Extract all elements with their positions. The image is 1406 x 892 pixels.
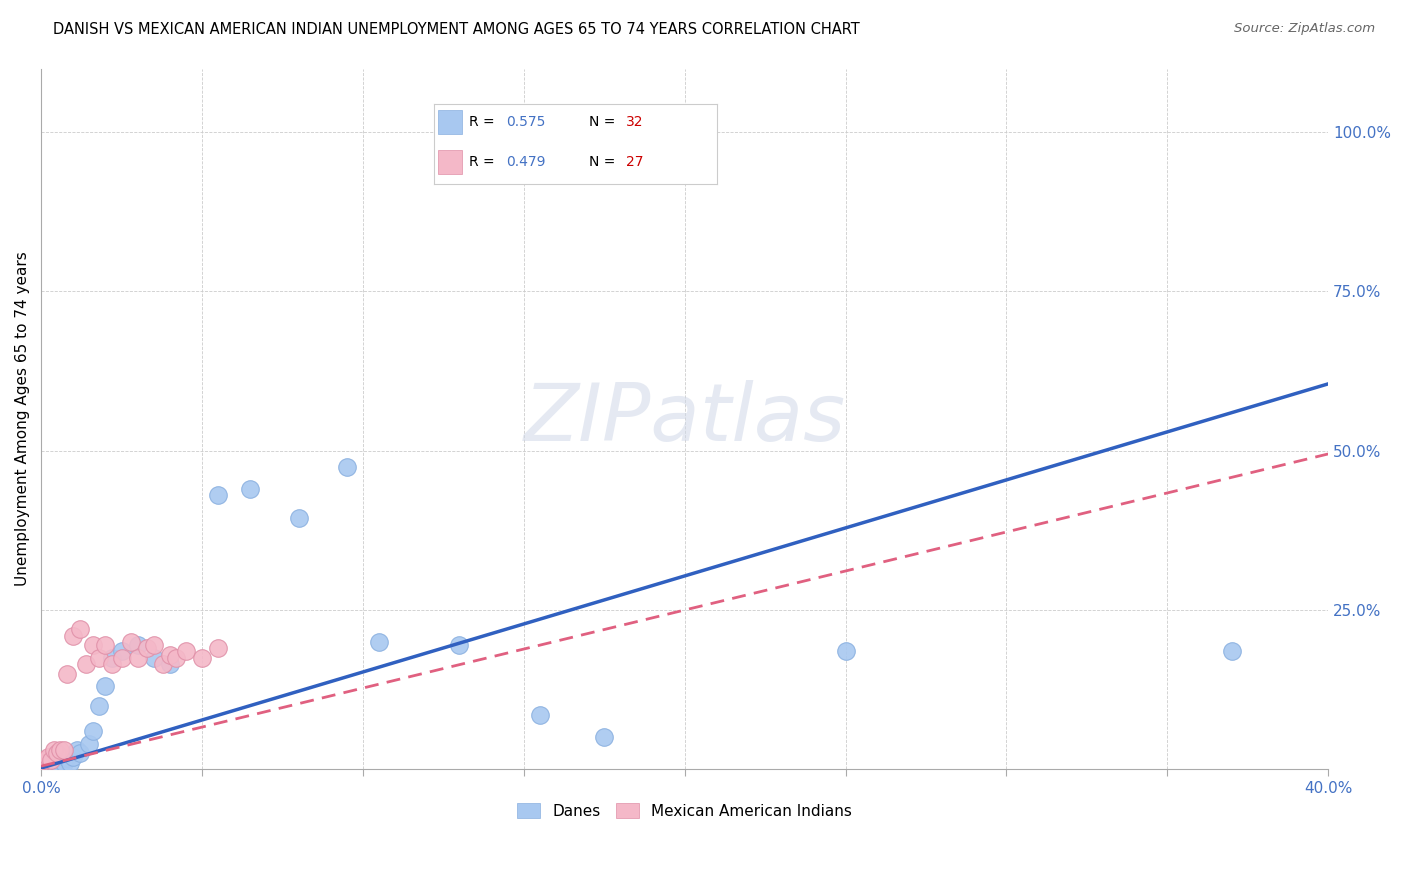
Point bbox=[30, 759, 52, 773]
Point bbox=[94, 638, 117, 652]
Point bbox=[34, 753, 56, 767]
Legend: Danes, Mexican American Indians: Danes, Mexican American Indians bbox=[512, 797, 858, 825]
Point bbox=[159, 657, 181, 672]
Point bbox=[136, 641, 159, 656]
Point bbox=[46, 755, 69, 769]
Point bbox=[56, 666, 79, 681]
Point bbox=[110, 644, 132, 658]
Point bbox=[593, 731, 616, 745]
Point bbox=[336, 459, 359, 474]
Point bbox=[529, 708, 551, 723]
Point bbox=[62, 749, 84, 764]
Point bbox=[34, 756, 56, 770]
Point bbox=[287, 510, 309, 524]
Point bbox=[101, 650, 124, 665]
Point bbox=[75, 657, 97, 672]
Point bbox=[834, 644, 856, 658]
Point bbox=[159, 648, 181, 662]
Point bbox=[110, 650, 132, 665]
Point bbox=[239, 482, 262, 496]
Point bbox=[37, 749, 59, 764]
Point bbox=[39, 757, 62, 772]
Point bbox=[142, 638, 165, 652]
Text: Source: ZipAtlas.com: Source: ZipAtlas.com bbox=[1234, 22, 1375, 36]
Point bbox=[56, 751, 79, 765]
Point bbox=[207, 488, 229, 502]
Point bbox=[142, 650, 165, 665]
Point bbox=[94, 680, 117, 694]
Point bbox=[65, 743, 87, 757]
Point bbox=[52, 756, 75, 770]
Point bbox=[42, 756, 65, 770]
Point bbox=[191, 650, 214, 665]
Point bbox=[1220, 644, 1243, 658]
Point bbox=[49, 743, 72, 757]
Point bbox=[165, 650, 187, 665]
Point bbox=[87, 698, 110, 713]
Point bbox=[82, 724, 104, 739]
Point bbox=[62, 628, 84, 642]
Point bbox=[46, 747, 69, 761]
Point bbox=[207, 641, 229, 656]
Point bbox=[39, 753, 62, 767]
Text: DANISH VS MEXICAN AMERICAN INDIAN UNEMPLOYMENT AMONG AGES 65 TO 74 YEARS CORRELA: DANISH VS MEXICAN AMERICAN INDIAN UNEMPL… bbox=[53, 22, 860, 37]
Point bbox=[79, 737, 101, 751]
Point bbox=[42, 743, 65, 757]
Point bbox=[82, 638, 104, 652]
Point bbox=[120, 635, 142, 649]
Y-axis label: Unemployment Among Ages 65 to 74 years: Unemployment Among Ages 65 to 74 years bbox=[15, 252, 30, 586]
Point bbox=[101, 657, 124, 672]
Point bbox=[37, 759, 59, 773]
Point bbox=[449, 638, 471, 652]
Point bbox=[59, 756, 82, 770]
Point bbox=[52, 743, 75, 757]
Point bbox=[30, 756, 52, 770]
Point bbox=[69, 622, 91, 636]
Point bbox=[69, 747, 91, 761]
Point bbox=[152, 657, 174, 672]
Point bbox=[49, 759, 72, 773]
Point bbox=[127, 650, 149, 665]
Point bbox=[368, 635, 391, 649]
Text: ZIPatlas: ZIPatlas bbox=[523, 380, 845, 458]
Point bbox=[127, 638, 149, 652]
Point bbox=[87, 650, 110, 665]
Point bbox=[174, 644, 197, 658]
